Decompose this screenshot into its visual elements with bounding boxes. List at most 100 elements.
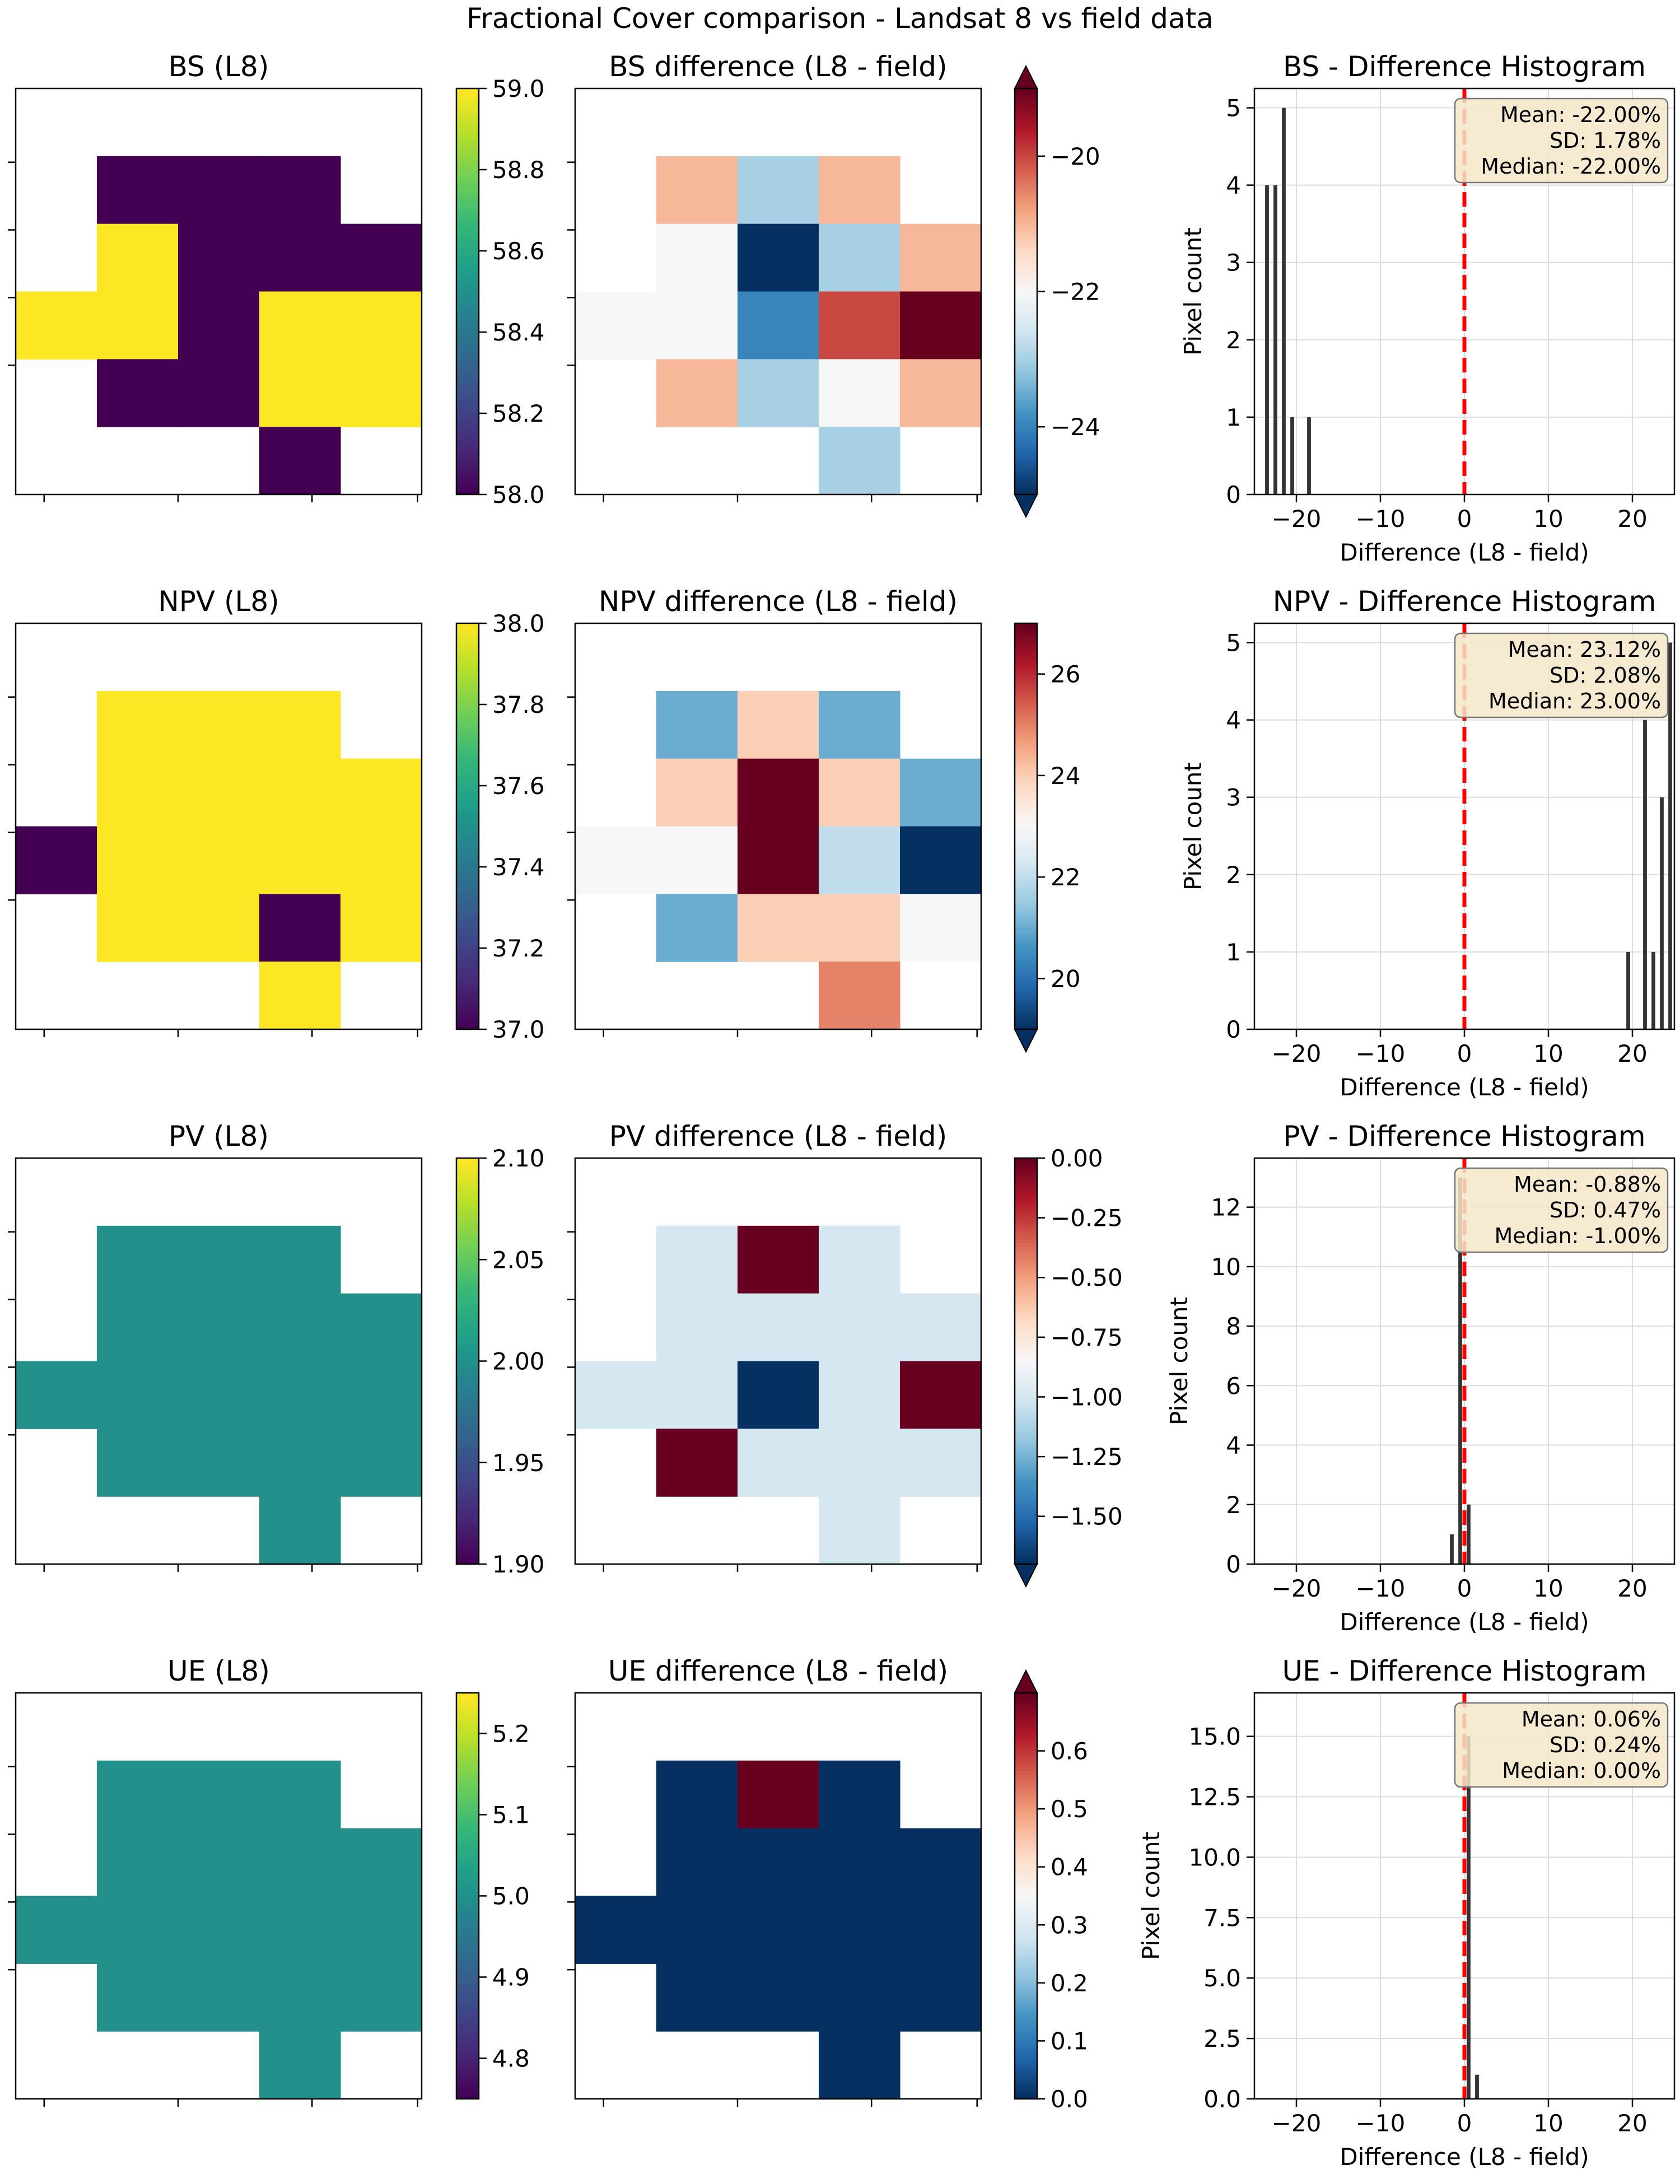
pv-map-colorbar-segment — [456, 1219, 479, 1223]
pv-diff-cell — [819, 1496, 900, 1565]
pv-map-colorbar-segment — [456, 1256, 479, 1261]
npv-diff-colorbar-tick-label: 20 — [1051, 965, 1080, 992]
npv-map-colorbar-segment — [456, 782, 479, 786]
npv-diff-colorbar-segment — [1015, 816, 1037, 820]
bs-diff-colorbar-segment — [1015, 162, 1037, 167]
npv-map-colorbar-segment — [456, 941, 479, 945]
npv-diff-colorbar-segment — [1015, 955, 1037, 959]
ue-map-colorbar-segment — [456, 2071, 479, 2076]
npv-hist-y-tick-label: 5 — [1226, 629, 1241, 657]
npv-diff-colorbar-segment — [1015, 941, 1037, 945]
ue-map-colorbar-segment — [456, 1899, 479, 1903]
bs-hist-stats-line: SD: 1.78% — [1550, 128, 1661, 153]
ue-diff-cell — [819, 1828, 900, 1897]
bs-map-colorbar-segment — [456, 305, 479, 309]
npv-diff-colorbar-segment — [1015, 937, 1037, 942]
npv-diff-colorbar-segment — [1015, 880, 1037, 885]
ue-map-colorbar-segment — [456, 1916, 479, 1920]
npv-map-colorbar-segment — [456, 772, 479, 776]
bs-map-colorbar-segment — [456, 457, 479, 461]
ue-diff-colorbar-segment — [1015, 1726, 1037, 1731]
pv-map-colorbar-segment — [456, 1422, 479, 1426]
pv-map-colorbar-segment — [456, 1296, 479, 1301]
npv-diff-colorbar-segment — [1015, 704, 1037, 708]
npv-hist-xlabel: Difference (L8 - field) — [1340, 1074, 1589, 1101]
pv-hist-x-tick-label: −20 — [1272, 1575, 1322, 1602]
ue-diff-colorbar-segment — [1015, 2010, 1037, 2015]
bs-map-cell — [178, 291, 260, 360]
bs-map-panel: BS (L8) 58.0 58.2 58.4 58.6 58.8 59.0 — [8, 50, 545, 508]
ue-map-colorbar-segment — [456, 1994, 479, 1998]
npv-map-colorbar-segment — [456, 697, 479, 702]
pv-diff-colorbar-segment — [1015, 1293, 1037, 1298]
ue-diff-cell — [819, 1963, 900, 2032]
pv-map-cell — [97, 1361, 179, 1429]
bs-diff-colorbar-segment — [1015, 264, 1037, 269]
ue-map-colorbar-segment — [456, 2014, 479, 2018]
ue-hist-stats-box — [1454, 1702, 1669, 1788]
bs-diff-colorbar-segment — [1015, 136, 1037, 140]
ue-diff-cell — [738, 1760, 819, 1829]
npv-diff-colorbar-segment — [1015, 633, 1037, 637]
pv-hist-stats-line: Mean: -0.88% — [1514, 1172, 1661, 1197]
ue-diff-colorbar-segment — [1015, 1767, 1037, 1771]
bs-diff-colorbar-extend-min — [1014, 494, 1038, 519]
pv-diff-colorbar-segment — [1015, 1452, 1037, 1457]
bs-map-colorbar-segment — [456, 382, 479, 387]
pv-diff-cell — [900, 1429, 982, 1497]
pv-map-cell — [340, 1293, 422, 1362]
bs-diff-colorbar-segment — [1015, 406, 1037, 410]
bs-diff-cell — [900, 359, 982, 427]
npv-map-colorbar-segment — [456, 792, 479, 796]
bs-hist-y-tick-label: 3 — [1226, 249, 1241, 277]
pv-diff-colorbar-segment — [1015, 1219, 1037, 1223]
npv-map-colorbar-segment — [456, 921, 479, 925]
pv-diff-colorbar-segment — [1015, 1208, 1037, 1213]
bs-diff-cell — [819, 291, 900, 360]
pv-map-colorbar-segment — [456, 1527, 479, 1531]
pv-hist-y-tick-label: 2 — [1226, 1491, 1241, 1519]
ue-map-colorbar-segment — [456, 1862, 479, 1866]
ue-diff-colorbar-segment — [1015, 1706, 1037, 1711]
pv-map-cell — [97, 1225, 179, 1294]
ue-diff-colorbar-tick-label: 0.5 — [1051, 1795, 1088, 1823]
pv-map-colorbar-segment — [456, 1503, 479, 1508]
bs-hist-stats-line: Mean: -22.00% — [1500, 102, 1661, 127]
bs-map-colorbar-segment — [456, 278, 479, 282]
bs-map-colorbar-segment — [456, 122, 479, 127]
npv-diff-colorbar-segment — [1015, 809, 1037, 814]
ue-hist-xlabel: Difference (L8 - field) — [1340, 2143, 1589, 2171]
npv-diff-colorbar-segment — [1015, 782, 1037, 786]
pv-map-colorbar-segment — [456, 1523, 479, 1528]
ue-map-colorbar-segment — [456, 1953, 479, 1958]
bs-diff-colorbar-segment — [1015, 376, 1037, 380]
npv-diff-colorbar-segment — [1015, 799, 1037, 804]
ue-diff-colorbar-segment — [1015, 2085, 1037, 2089]
bs-map-cell — [178, 156, 260, 225]
bs-diff-colorbar-segment — [1015, 261, 1037, 265]
npv-diff-colorbar-segment — [1015, 846, 1037, 851]
npv-diff-colorbar-segment — [1015, 829, 1037, 834]
npv-map-colorbar-segment — [456, 1005, 479, 1010]
bs-diff-colorbar-segment — [1015, 281, 1037, 286]
ue-diff-colorbar-segment — [1015, 2038, 1037, 2042]
pv-map-colorbar-segment — [456, 1208, 479, 1213]
npv-diff-cell — [819, 758, 900, 827]
npv-map-colorbar-segment — [456, 789, 479, 793]
bs-map-colorbar-segment — [456, 409, 479, 414]
pv-map-colorbar-segment — [456, 1405, 479, 1409]
npv-diff-colorbar-segment — [1015, 687, 1037, 692]
ue-map-colorbar-segment — [456, 2038, 479, 2042]
bs-diff-colorbar-tick-label: −20 — [1051, 143, 1100, 170]
ue-diff-colorbar-segment — [1015, 1906, 1037, 1910]
ue-diff-colorbar-segment — [1015, 1882, 1037, 1887]
npv-hist-bar — [1668, 642, 1672, 1029]
npv-hist-panel: −20 −10 0 10 20 0 1 2 3 4 5 Difference (L8 - field)… — [1179, 585, 1676, 1101]
pv-diff-title: PV difference (L8 - field) — [609, 1120, 948, 1152]
npv-diff-colorbar-segment — [1015, 1009, 1037, 1013]
ue-diff-colorbar-segment — [1015, 2018, 1037, 2022]
ue-map-cell — [178, 1760, 260, 1829]
npv-diff-colorbar-segment — [1015, 911, 1037, 915]
pv-diff-colorbar-segment — [1015, 1243, 1037, 1247]
npv-diff-colorbar-segment — [1015, 748, 1037, 753]
